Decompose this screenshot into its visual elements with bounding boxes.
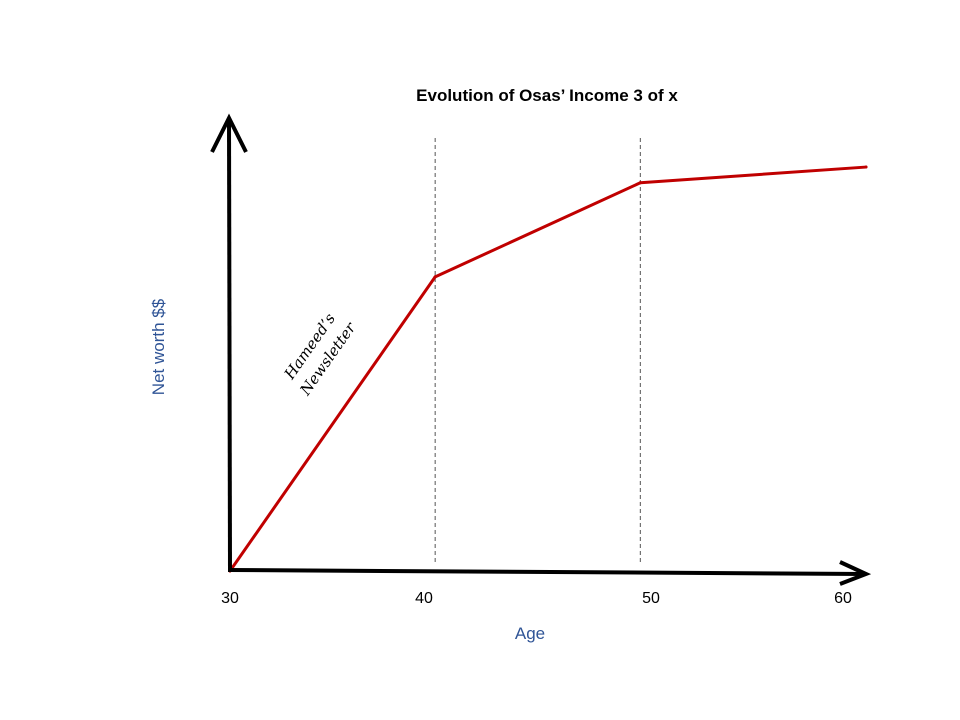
x-axis	[229, 560, 872, 586]
x-tick-label-50: 50	[642, 590, 660, 607]
series-line-segment	[638, 165, 868, 185]
data-point	[864, 165, 868, 169]
data-point	[638, 181, 642, 185]
series-line-segment	[433, 181, 642, 279]
x-axis-label: Age	[515, 624, 545, 643]
x-tick-label-40: 40	[415, 590, 433, 607]
annotation-newsletter: Hameed’s Newsletter	[280, 310, 360, 400]
y-axis-arrowhead	[210, 113, 248, 153]
x-tick-labels: 30 40 50 60	[221, 590, 852, 607]
series-layer	[228, 165, 868, 573]
x-axis-line	[229, 568, 867, 576]
reference-lines	[434, 138, 641, 562]
data-point	[433, 275, 437, 279]
y-axis-line	[227, 119, 232, 573]
y-axis-label: Net worth $$	[149, 298, 168, 395]
x-tick-label-60: 60	[834, 590, 852, 607]
chart-title: Evolution of Osas’ Income 3 of x	[416, 86, 678, 105]
x-axis-arrowhead	[839, 560, 872, 586]
series-line-segment	[228, 275, 437, 573]
y-axis	[210, 113, 248, 573]
x-tick-label-30: 30	[221, 590, 239, 607]
